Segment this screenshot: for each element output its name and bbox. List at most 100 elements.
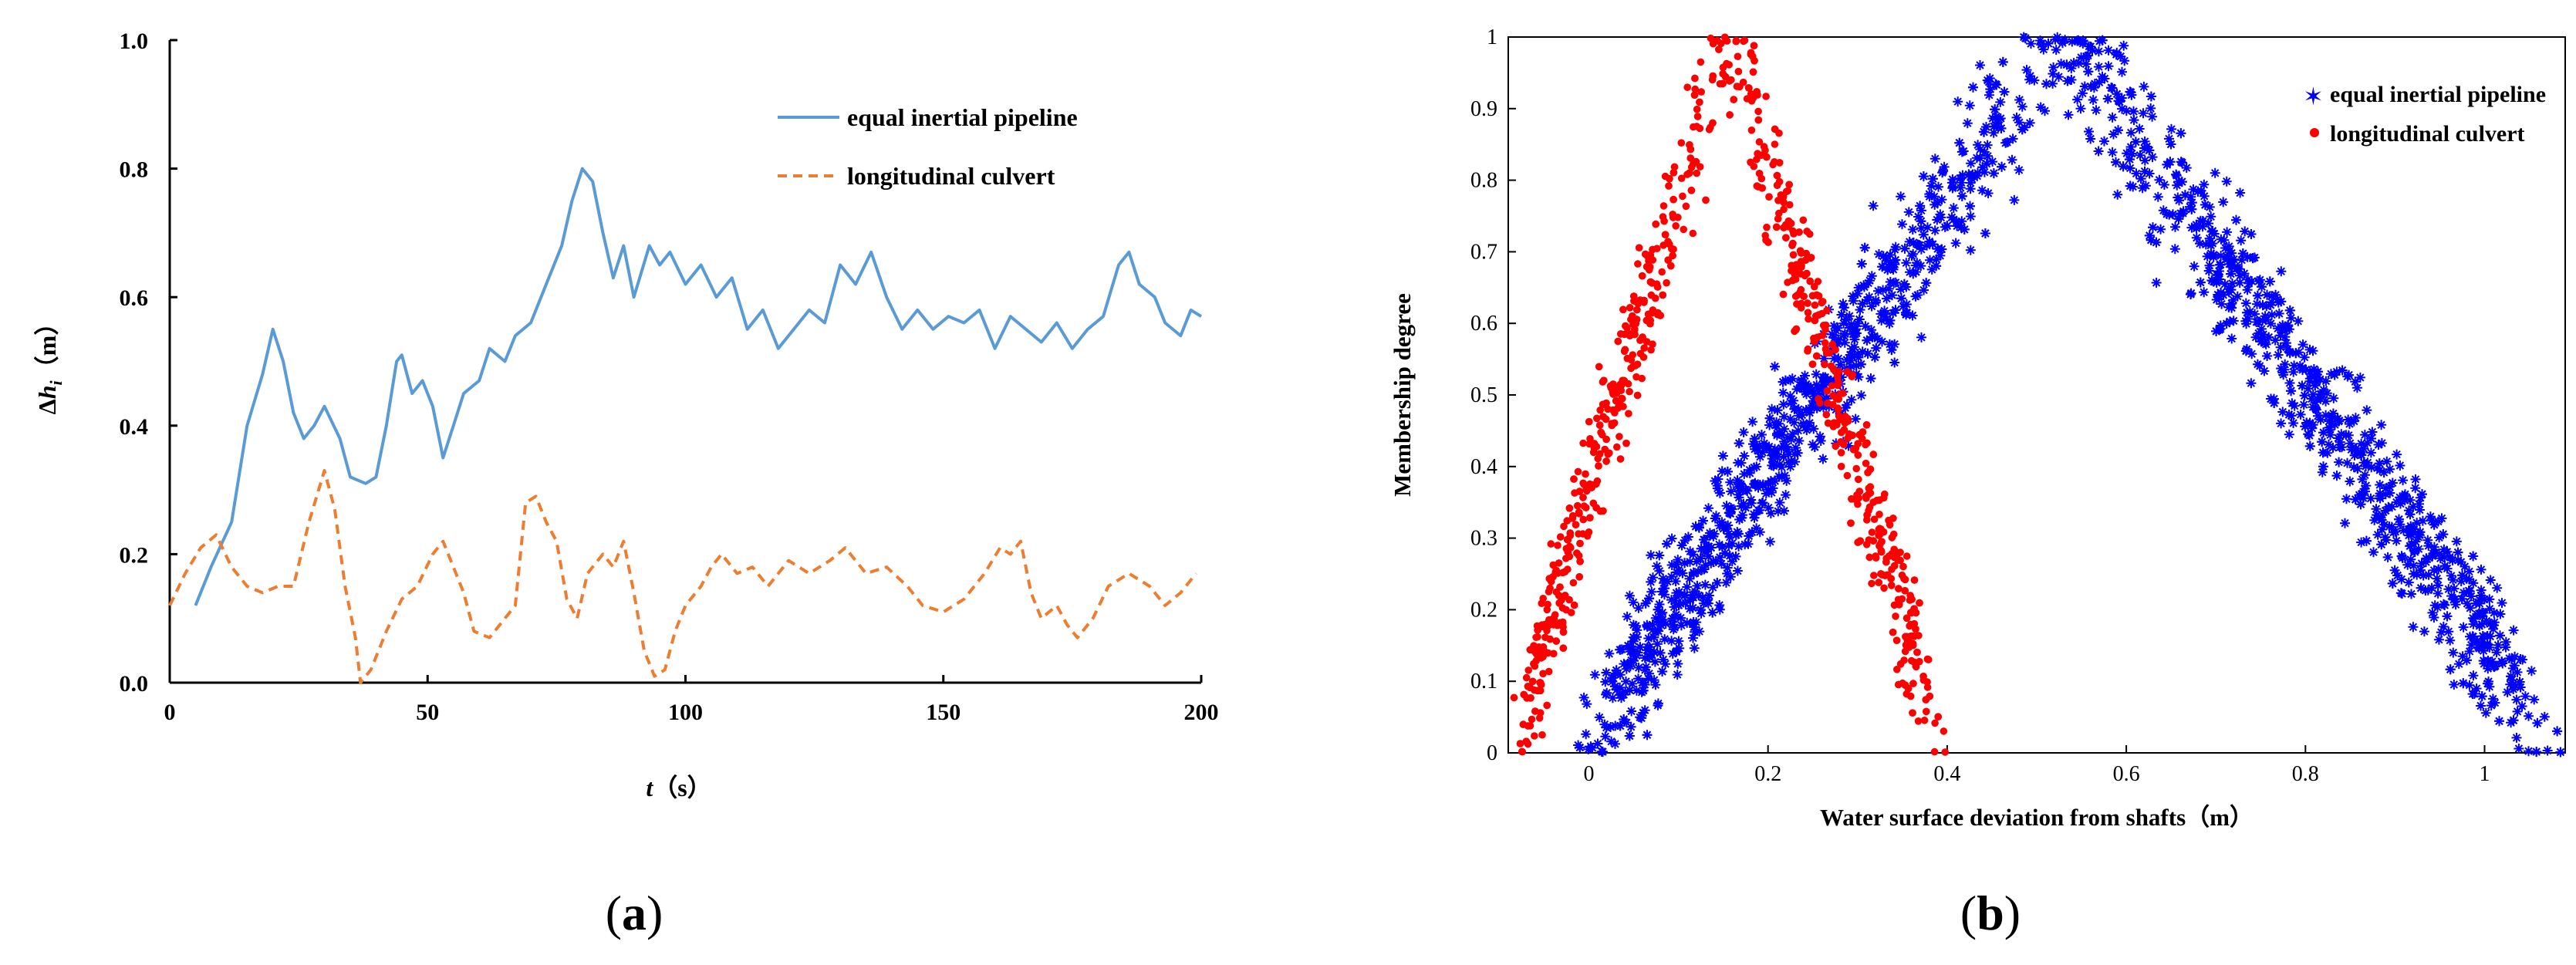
chart-b-point [2152,191,2163,202]
chart-b-point [1840,403,1851,413]
chart-b-point [1899,243,1910,254]
chart-b-point [2267,297,2277,308]
chart-b-x-label: Water surface deviation from shafts（m） [1820,804,2254,831]
chart-b-point [1724,528,1734,539]
chart-b-point [1642,250,1649,258]
chart-b-point [1545,575,1554,582]
chart-b-point [1749,479,1759,489]
chart-b-point [2409,569,2419,579]
chart-b-point [2479,594,2490,605]
chart-b-point [2358,457,2369,468]
chart-b-point [2403,577,2414,588]
chart-b-point [2297,380,2308,391]
chart-b-point [1918,171,1929,182]
chart-b-point [1942,221,1953,231]
chart-b-point [1863,511,1871,519]
chart-b-point [2144,168,2155,179]
chart-b-point [2404,524,2415,535]
chart-b-point [1877,261,1888,272]
chart-b-point [2306,393,2317,404]
chart-b-point [1916,244,1926,255]
chart-b-point [2048,62,2059,73]
chart-b-point [2500,636,2511,647]
chart-b-point [1905,267,1915,278]
chart-b-point [2488,661,2499,672]
chart-b-point [2278,369,2289,380]
chart-b-point [1725,508,1736,519]
chart-b-point [2139,81,2149,92]
chart-b-point [1670,576,1681,586]
chart-b-point [2087,45,2098,56]
chart-b-point [2419,626,2429,637]
chart-b-point [1991,111,2002,122]
chart-b-point [1673,659,1683,669]
chart-b-point [1810,334,1818,342]
chart-b-point [1886,345,1897,356]
chart-b-point [1862,295,1872,305]
chart-b-point [1913,290,1923,300]
chart-b-legend: ✶ equal inertial pipeline longitudinal c… [2303,82,2546,147]
chart-b-point [1977,162,1988,173]
chart-b-point [2539,711,2550,722]
chart-b-point [1981,158,1992,169]
chart-b-point [1811,403,1822,413]
chart-b-point [1764,413,1775,423]
chart-b-point [2422,585,2433,596]
chart-b-point [2412,518,2422,528]
chart-b-point [1717,542,1727,552]
chart-b-point [1785,413,1796,424]
chart-b-point [2195,238,2205,249]
chart-b-point [1709,119,1717,127]
chart-b-point [1549,561,1558,569]
chart-b-point [1926,181,1936,191]
chart-b-point [2394,514,2404,525]
chart-b-point [1965,177,1976,188]
chart-b-point [1770,444,1780,454]
chart-b-point [2520,691,2530,702]
chart-b-point [2403,530,2414,541]
chart-b-point [1724,550,1735,561]
chart-b-point [1774,214,1782,223]
chart-b-point [1659,241,1667,249]
chart-b-point [1933,181,1943,192]
chart-b-point [1693,105,1701,113]
chart-b-point [1809,442,1820,452]
chart-b-y-tick-label: 1 [1487,25,1497,49]
chart-b-point [2434,548,2445,559]
chart-b-point [1867,332,1878,342]
chart-b-point [1543,701,1551,710]
chart-b-point [1796,247,1805,255]
chart-b-point [1648,309,1656,317]
chart-b-point [1907,609,1916,617]
chart-b-point [1923,707,1930,716]
chart-b-point [2380,505,2391,516]
chart-b-point [2215,323,2226,334]
chart-b-point [1652,220,1659,228]
chart-b-point [1875,531,1884,538]
chart-b-point [1839,329,1850,339]
chart-b-point [1686,169,1693,177]
chart-b-x-tick-label: 1 [2480,762,2490,786]
chart-b-point [2283,320,2294,330]
chart-b-point [1929,154,1940,164]
chart-b-point [1932,214,1943,225]
chart-b-point [2103,45,2114,56]
chart-b-point [2371,504,2382,515]
chart-b-point [1940,727,1948,735]
chart-b-point [2246,229,2257,239]
chart-b-point [1844,417,1852,425]
chart-b-point [2378,467,2389,478]
chart-b-point [1586,514,1594,521]
chart-b-series-culvert [1510,33,1949,756]
chart-b-point [1786,201,1794,209]
chart-b-point [1639,353,1648,361]
chart-b-x-tick-label: 0.4 [1933,762,1960,786]
chart-b-point [1730,551,1741,562]
chart-b-point [2367,427,2378,437]
chart-b-point [2506,671,2516,682]
chart-b-point [1906,622,1913,630]
chart-b-point [2461,573,2472,584]
chart-b-point [2299,390,2310,401]
chart-b-point [2415,565,2426,575]
chart-b-y-tick-label: 0.8 [1470,169,1497,193]
